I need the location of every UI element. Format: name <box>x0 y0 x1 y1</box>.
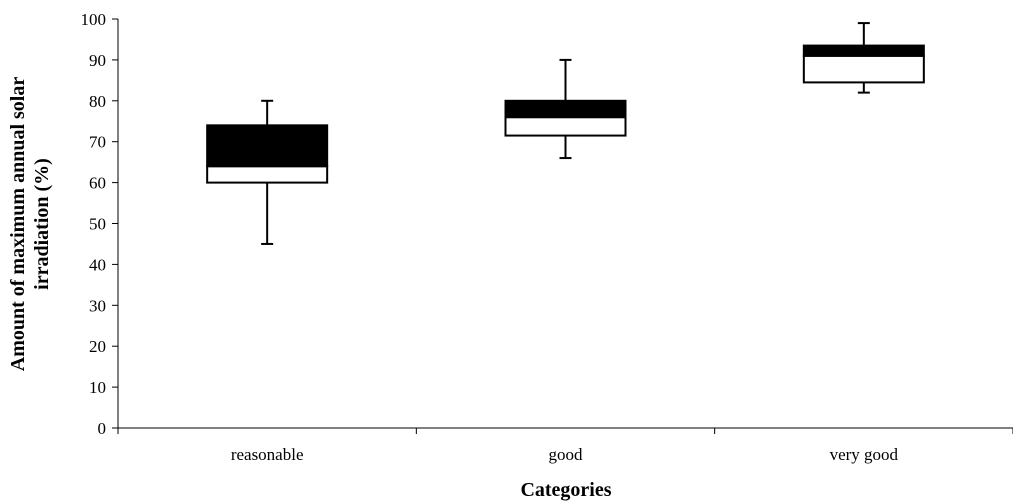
y-tick-label: 70 <box>89 133 106 152</box>
box-group <box>802 22 925 94</box>
y-tick-label: 10 <box>89 378 106 397</box>
x-category-label: very good <box>830 445 899 464</box>
y-ticks: 0 10 20 30 40 50 60 70 80 90 100 <box>81 10 118 438</box>
y-tick-label: 40 <box>89 255 106 274</box>
box-group <box>504 58 627 160</box>
y-tick-label: 50 <box>89 215 106 234</box>
y-axis-title-line-1: Amount of maximum annual solar <box>7 77 29 372</box>
y-tick-label: 100 <box>81 10 107 29</box>
y-tick-label: 90 <box>89 51 106 70</box>
box-upper <box>206 124 329 168</box>
x-category-label: good <box>549 445 584 464</box>
y-tick-label: 30 <box>89 296 106 315</box>
x-ticks: reasonable good very good <box>117 428 1013 464</box>
box-upper <box>504 99 627 119</box>
x-category-label: reasonable <box>231 445 304 464</box>
y-tick-label: 80 <box>89 92 106 111</box>
box-group <box>206 99 329 245</box>
y-tick-label: 0 <box>98 419 107 438</box>
y-axis: 0 10 20 30 40 50 60 70 80 90 100 <box>81 10 119 438</box>
box-lower <box>504 116 627 137</box>
box-upper <box>802 44 925 57</box>
y-axis-title-line-2: irradiation (%) <box>31 158 53 290</box>
y-tick-label: 20 <box>89 337 106 356</box>
box-lower <box>206 165 329 184</box>
box-lower <box>802 54 925 84</box>
x-axis-title: Categories <box>520 479 611 501</box>
y-tick-label: 60 <box>89 174 106 193</box>
x-axis: reasonable good very good <box>117 427 1013 464</box>
y-axis-title: Amount of maximum annual solar irradiati… <box>7 77 53 372</box>
boxes <box>206 22 925 245</box>
